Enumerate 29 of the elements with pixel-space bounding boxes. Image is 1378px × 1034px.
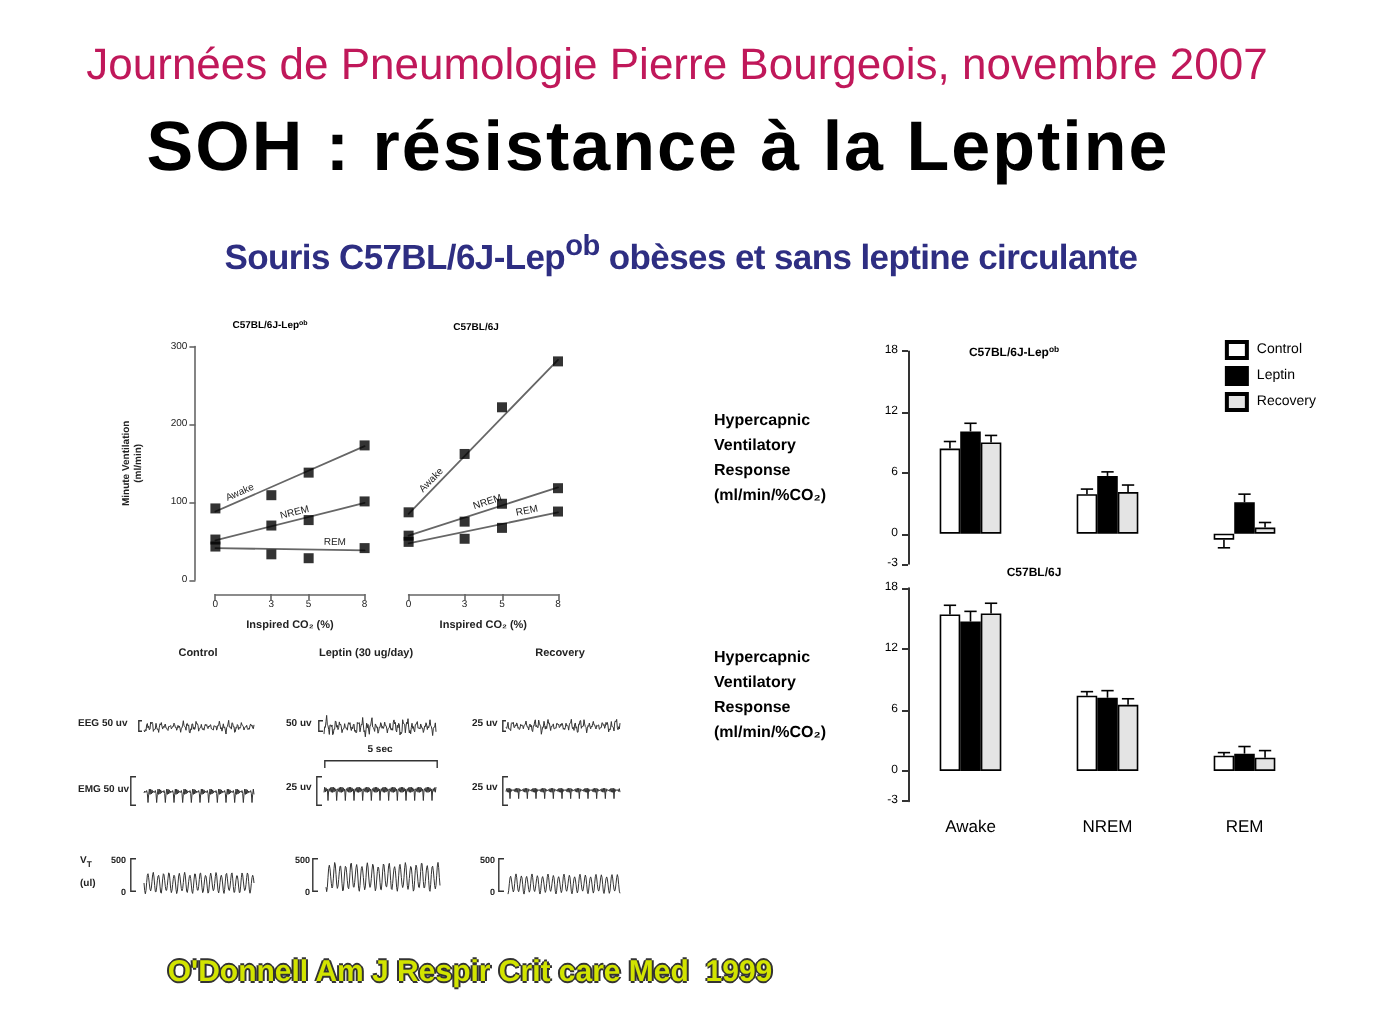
point [459, 533, 470, 544]
bar [1213, 533, 1235, 540]
point [459, 516, 470, 527]
point [553, 506, 563, 517]
point [210, 541, 221, 552]
text: O'Donnell Am J Respir Crit care Med 1999 [167, 954, 773, 990]
point [459, 448, 470, 459]
text: SOH : résistance à la Leptine [146, 107, 1170, 189]
point [553, 356, 563, 367]
x-tick-label: REM [1225, 816, 1264, 837]
point [359, 496, 370, 507]
point [266, 490, 277, 501]
point [496, 522, 507, 533]
point [553, 483, 563, 494]
point [496, 402, 507, 413]
point [303, 467, 314, 478]
y-axis-title: Hypercapnic Ventilatory Response (ml/min/%CO₂) [714, 648, 827, 742]
point [359, 543, 370, 554]
point [303, 553, 314, 564]
point [266, 549, 277, 560]
text: Journées de Pneumologie Pierre Bourgeois, novembre 2007 [86, 38, 1268, 90]
text: Souris C57BL/6J-Lep$^{ob}$ obèses et sans leptine circulante [224, 231, 1138, 277]
point [210, 503, 221, 514]
point [403, 536, 414, 547]
x-tick-label: NREM [1082, 816, 1133, 837]
point [359, 440, 370, 451]
point [266, 520, 277, 531]
point [403, 507, 414, 518]
x-tick-label: Awake [945, 816, 997, 837]
